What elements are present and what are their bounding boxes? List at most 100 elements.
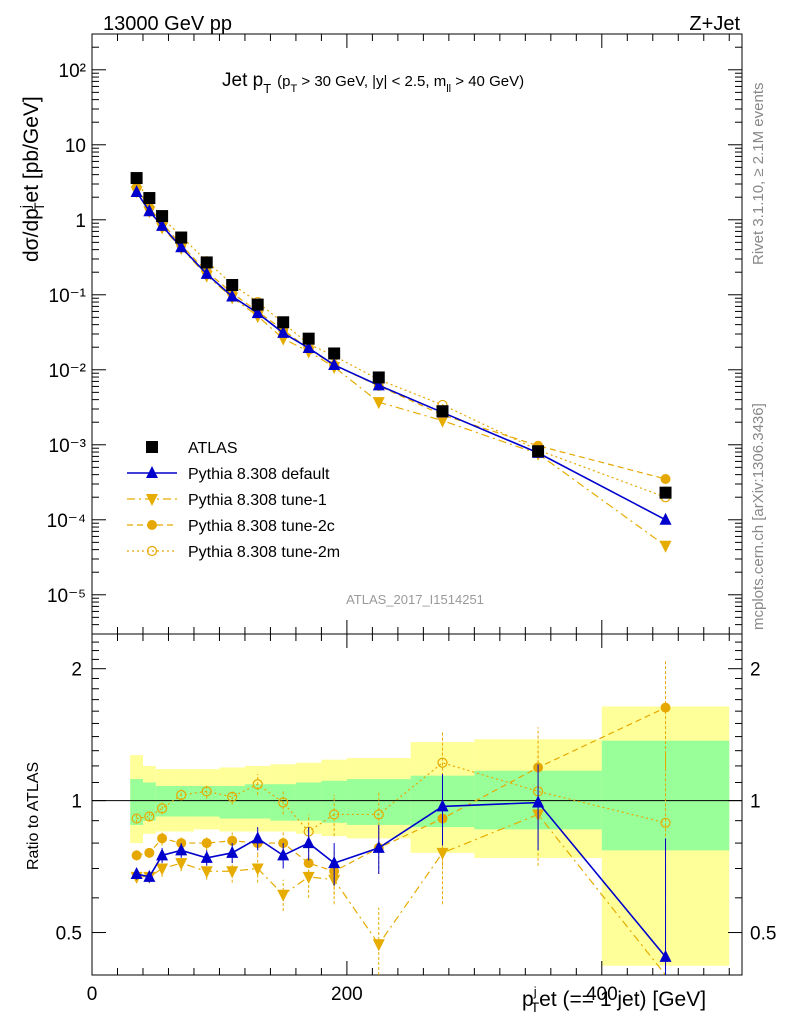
ratio-band-stat: [130, 779, 143, 825]
pythia-8-308-tune-2c-point: [660, 473, 671, 484]
ratio-uncertainty-bands: [130, 706, 730, 966]
pythia-8-308-default-point: [226, 289, 239, 302]
legend: ATLAS Pythia 8.308 default Pythia 8.308 tu…: [127, 440, 340, 561]
x-tick-label: 400: [586, 984, 618, 1005]
y-tick-label: 10: [65, 136, 86, 157]
atlas-point: [277, 316, 290, 329]
y-tick-label: 10²: [59, 61, 86, 82]
pythia-8-308-default-ratio-point: [251, 831, 264, 844]
pythia-8-308-default-ratio-point: [436, 799, 449, 812]
atlas-point: [130, 172, 143, 185]
pythia-8-308-tune-2m-ratio-point: [373, 809, 384, 820]
ratio-panel-series: [130, 661, 672, 976]
ratio-panel-border: [91, 633, 743, 976]
pythia-8-308-tune-1-ratio-point: [175, 858, 188, 871]
pythia-8-308-default-ratio-point: [532, 795, 545, 808]
ratio-band-stat: [295, 782, 322, 821]
pythia-8-308-default-point: [143, 204, 156, 217]
pythia-8-308-tune-1-ratio-point: [372, 939, 385, 952]
pythia-8-308-default-ratio-point: [130, 867, 143, 880]
ratio-band-stat: [193, 785, 220, 817]
y-tick-label: 10⁻²: [49, 361, 87, 382]
pythia-8-308-tune-2c-line: [136, 187, 666, 480]
pythia-8-308-tune-1-ratio-point: [200, 866, 213, 879]
legend-marker-pythia-8-308-default: [146, 466, 158, 478]
pythia-8-308-tune-1-ratio-point: [302, 871, 315, 884]
legend-marker-pythia-8-308-tune-2c: [147, 520, 157, 530]
ratio-band-stat: [142, 782, 156, 821]
atlas-point: [328, 347, 341, 360]
pythia-8-308-default-ratio-point: [143, 869, 156, 882]
legend-label-pythia-8-308-tune-2c: Pythia 8.308 tune-2c: [188, 518, 335, 535]
pythia-8-308-tune-2m-ratio-line: [136, 762, 666, 833]
analysis-id: ATLAS_2017_I1514251: [346, 592, 484, 607]
pythia-8-308-default-point: [130, 184, 143, 197]
main-panel-series: [130, 172, 672, 553]
legend-label-atlas: ATLAS: [188, 440, 238, 457]
pythia-8-308-tune-2c-ratio-point: [303, 858, 314, 869]
pythia-8-308-tune-2c-ratio-point: [157, 833, 168, 844]
header-left: 13000 GeV pp: [103, 13, 232, 35]
atlas-point: [175, 231, 188, 244]
legend-label-pythia-8-308-default: Pythia 8.308 default: [188, 466, 330, 483]
pythia-8-308-tune-2m-ratio-point: [144, 811, 155, 822]
pythia-8-308-tune-2c-ratio-point: [131, 850, 142, 861]
atlas-point: [372, 371, 385, 384]
ratio-band-stat: [321, 780, 347, 823]
legend-marker-pythia-8-308-tune-1: [146, 494, 158, 506]
atlas-point: [302, 332, 315, 345]
pythia-8-308-default-point: [251, 306, 264, 319]
pythia-8-308-default-ratio-line: [136, 801, 667, 958]
pythia-8-308-tune-2m-ratio-point: [227, 791, 238, 802]
pythia-8-308-default-point: [200, 266, 213, 279]
x-tick-label: 200: [331, 984, 363, 1005]
pythia-8-308-tune-2m-ratio-point: [156, 803, 168, 814]
legend-label-pythia-8-308-tune-2m: Pythia 8.308 tune-2m: [188, 544, 340, 561]
pythia-8-308-tune-2m-ratio-point: [252, 779, 263, 790]
y-tick-label: 1: [75, 211, 86, 232]
pythia-8-308-tune-1-ratio-point: [251, 863, 264, 876]
pythia-8-308-tune-1-point: [659, 540, 672, 553]
x-tick-label: 0: [87, 984, 98, 1005]
atlas-point: [659, 486, 672, 499]
pythia-8-308-tune-1-ratio-point: [436, 847, 449, 860]
ratio-band-stat: [346, 779, 411, 825]
y-tick-label: 10⁻³: [49, 436, 87, 457]
pythia-8-308-default-ratio-point: [200, 850, 213, 863]
y-tick-label: 10⁻⁴: [47, 511, 86, 532]
atlas-point: [156, 210, 169, 223]
pythia-8-308-tune-2m-ratio-point: [437, 757, 448, 768]
pythia-8-308-tune-2m-ratio-point: [131, 813, 142, 824]
pythia-8-308-tune-2c-ratio-point: [144, 847, 155, 858]
pythia-8-308-default-point: [659, 512, 672, 525]
legend-label-pythia-8-308-tune-1: Pythia 8.308 tune-1: [188, 492, 327, 509]
pythia-8-308-tune-2c-ratio-point: [201, 838, 212, 849]
pythia-8-308-tune-2m-ratio-point: [201, 786, 212, 797]
pythia-8-308-default-point: [302, 341, 315, 354]
ratio-tick-label: 1: [71, 792, 82, 813]
pythia-8-308-tune-2c-ratio-point: [227, 835, 238, 846]
atlas-point: [436, 405, 449, 418]
legend-marker-pythia-8-308-tune-2m: [146, 545, 158, 557]
pythia-8-308-tune-2c-ratio-point: [660, 702, 671, 713]
pythia-8-308-default-ratio-point: [372, 840, 385, 853]
pythia-8-308-default-ratio-point: [328, 856, 341, 869]
ratio-tick-label: 2: [71, 660, 82, 681]
ratio-tick-label-right: 0.5: [750, 924, 776, 945]
ratio-tick-label-right: 1: [750, 792, 761, 813]
pythia-8-308-default-ratio-point: [302, 836, 315, 849]
legend-marker-atlas: [146, 441, 158, 453]
atlas-point: [226, 279, 239, 292]
pythia-8-308-default-point: [277, 325, 290, 338]
pythia-8-308-tune-2m-ratio-point: [660, 817, 671, 828]
pythia-8-308-default-ratio-point: [156, 848, 169, 861]
atlas-point: [532, 445, 545, 458]
plot-title: Jet pT (pT > 30 GeV, |y| < 2.5, mll > 40 …: [222, 70, 524, 96]
pythia-8-308-tune-1-ratio-point: [226, 866, 239, 879]
atlas-point: [251, 298, 264, 311]
pythia-8-308-default-point: [156, 218, 169, 231]
y-axis-label: dσ/dpjTet [pb/GeV]: [17, 96, 47, 262]
atlas-point: [200, 256, 213, 269]
y-tick-label: 10⁻⁵: [47, 586, 86, 607]
